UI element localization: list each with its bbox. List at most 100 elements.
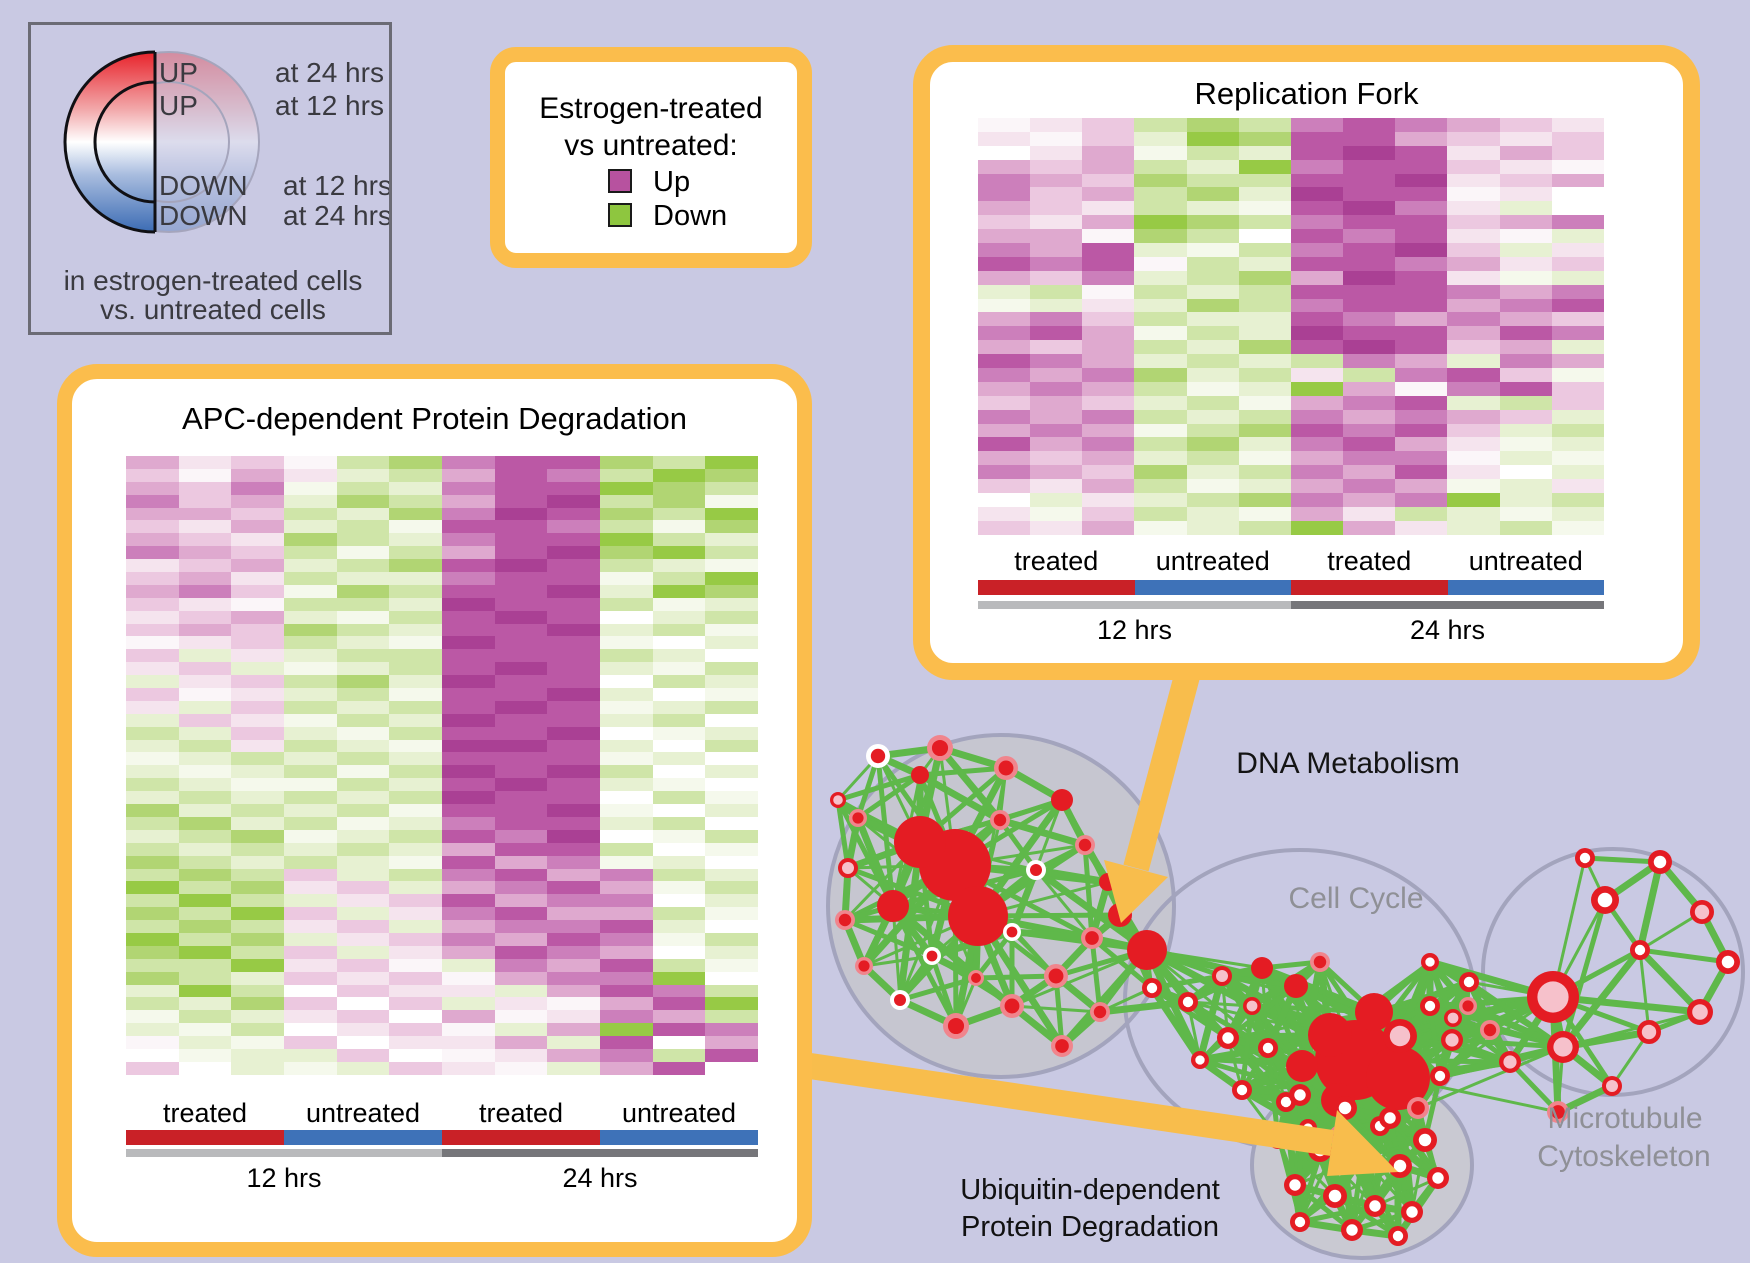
- network-node-core: [1721, 955, 1735, 969]
- heatmap-cell: [1343, 409, 1396, 424]
- heatmap-cell: [652, 945, 706, 959]
- panel-repfork-title: Replication Fork: [1194, 76, 1419, 111]
- network-node-core: [1294, 1216, 1306, 1228]
- heatmap-cell: [1134, 395, 1187, 410]
- heatmap-cell: [1030, 506, 1083, 521]
- heatmap-cell: [1551, 506, 1604, 521]
- heatmap-cell: [1343, 493, 1396, 507]
- heatmap-cell: [1134, 465, 1187, 480]
- heatmap-cell: [1134, 312, 1187, 327]
- heatmap-cell: [336, 533, 390, 547]
- heatmap-cell: [652, 932, 706, 946]
- heatmap-cell: [1499, 451, 1552, 466]
- heatmap-cell: [389, 610, 442, 624]
- network-node-core: [1262, 1042, 1274, 1054]
- heatmap-cell: [705, 778, 758, 792]
- heatmap-cell: [283, 765, 337, 779]
- heatmap-cell: [599, 559, 653, 573]
- heatmap-cell: [1499, 118, 1552, 132]
- heatmap-cell: [283, 636, 337, 650]
- repfork-group-label-0: treated: [1014, 546, 1099, 576]
- heatmap-cell: [1395, 159, 1448, 174]
- heatmap-cell: [126, 1036, 179, 1049]
- heatmap-cell: [1290, 284, 1344, 299]
- heatmap-cell: [1186, 326, 1239, 341]
- heatmap-cell: [494, 713, 548, 727]
- heatmap-cell: [1499, 215, 1552, 230]
- heatmap-cell: [1134, 326, 1187, 341]
- network-node-core: [1634, 944, 1646, 956]
- heatmap-cell: [599, 1036, 653, 1049]
- heatmap-cell: [126, 842, 179, 856]
- network-node-core: [1280, 1096, 1292, 1108]
- heatmap-cell: [336, 894, 390, 908]
- heatmap-cell: [231, 468, 284, 482]
- heatmap-cell: [336, 920, 390, 933]
- heatmap-cell: [599, 829, 653, 843]
- heatmap-cell: [1030, 340, 1083, 355]
- heatmap-cell: [1447, 465, 1500, 480]
- heatmap-cell: [178, 584, 232, 598]
- heatmap-cell: [231, 559, 284, 573]
- heatmap-cell: [178, 907, 232, 921]
- heatmap-cell: [599, 752, 653, 766]
- heatmap-cell: [231, 688, 284, 701]
- heatmap-cell: [494, 1048, 548, 1062]
- heatmap-cell: [1238, 243, 1291, 257]
- heatmap-cell: [1290, 256, 1344, 271]
- heatmap-cell: [1343, 173, 1396, 188]
- heatmap-cell: [978, 145, 1031, 160]
- heatmap-cell: [599, 520, 653, 534]
- heatmap-cell: [1186, 187, 1239, 202]
- heatmap-cell: [494, 984, 548, 998]
- heatmap-cell: [389, 958, 442, 972]
- label-ubiquitin-line1: Ubiquitin-dependent: [960, 1174, 1220, 1206]
- heatmap-cell: [126, 1048, 179, 1062]
- heatmap-cell: [1030, 312, 1083, 327]
- heatmap-cell: [283, 675, 337, 689]
- heatmap-cell: [978, 312, 1031, 327]
- timepoint-legend: UP at 24 hrs UP at 12 hrs DOWN at 12 hrs…: [28, 22, 392, 335]
- label-dna-metabolism: DNA Metabolism: [1236, 747, 1459, 780]
- heatmap-cell: [283, 816, 337, 830]
- heatmap-cell: [1551, 270, 1604, 285]
- heatmap-cell: [389, 636, 442, 650]
- heatmap-cell: [389, 649, 442, 663]
- heatmap-cell: [336, 752, 390, 766]
- heatmap-cell: [1343, 270, 1396, 285]
- heatmap-cell: [389, 765, 442, 779]
- heatmap-cell: [336, 984, 390, 998]
- heatmap-cell: [547, 533, 600, 547]
- heatmap-cell: [389, 726, 442, 740]
- heatmap-cell: [126, 958, 179, 972]
- heatmap-cell: [178, 533, 232, 547]
- heatmap-cell: [494, 842, 548, 856]
- heatmap-cell: [231, 984, 284, 998]
- heatmap-cell: [283, 726, 337, 740]
- heatmap-cell: [705, 752, 758, 766]
- heatmap-cell: [547, 945, 600, 959]
- heatmap-cell: [1186, 368, 1239, 382]
- heatmap-cell: [441, 1023, 495, 1037]
- heatmap-cell: [978, 187, 1031, 202]
- network-edge: [1221, 973, 1297, 989]
- heatmap-cell: [705, 584, 758, 598]
- heatmap-cell: [652, 816, 706, 830]
- heatmap-cell: [978, 173, 1031, 188]
- heatmap-cell: [1343, 284, 1396, 299]
- heatmap-cell: [1499, 173, 1552, 188]
- heatmap-cell: [441, 700, 495, 714]
- heatmap-cell: [231, 507, 284, 521]
- heatmap-cell: [599, 855, 653, 869]
- heatmap-cell: [336, 675, 390, 689]
- heatmap-cell: [547, 1036, 600, 1049]
- network-node-core: [1393, 1159, 1407, 1173]
- heatmap-cell: [1134, 423, 1187, 438]
- heatmap-cell: [494, 726, 548, 740]
- heatmap-cell: [126, 675, 179, 689]
- heatmap-cell: [126, 481, 179, 495]
- heatmap-cell: [389, 739, 442, 753]
- network-node-core: [1653, 855, 1667, 869]
- heatmap-cell: [599, 494, 653, 508]
